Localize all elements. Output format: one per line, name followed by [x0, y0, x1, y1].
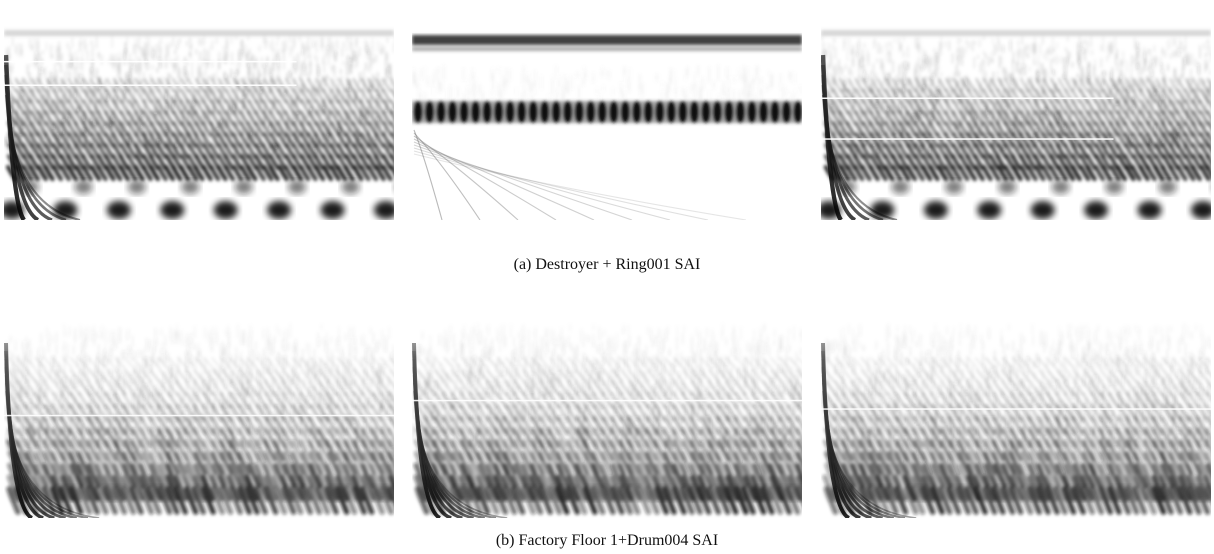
panel-a-left	[4, 5, 394, 220]
panel-b-right	[821, 303, 1211, 518]
drum004-sai-image	[412, 303, 802, 518]
caption-a: (a) Destroyer + Ring001 SAI	[513, 256, 701, 273]
destroyer-sai-image	[4, 5, 394, 220]
panel-a-middle	[412, 5, 802, 220]
ring001-sai-image	[412, 5, 802, 220]
destroyer-ring001-sai-image	[821, 5, 1211, 220]
factory-floor-sai-image	[4, 303, 394, 518]
caption-b: (b) Factory Floor 1+Drum004 SAI	[495, 532, 719, 549]
panel-b-middle	[412, 303, 802, 518]
factory-floor-drum004-sai-image	[821, 303, 1211, 518]
panel-b-left	[4, 303, 394, 518]
panel-a-right	[821, 5, 1211, 220]
